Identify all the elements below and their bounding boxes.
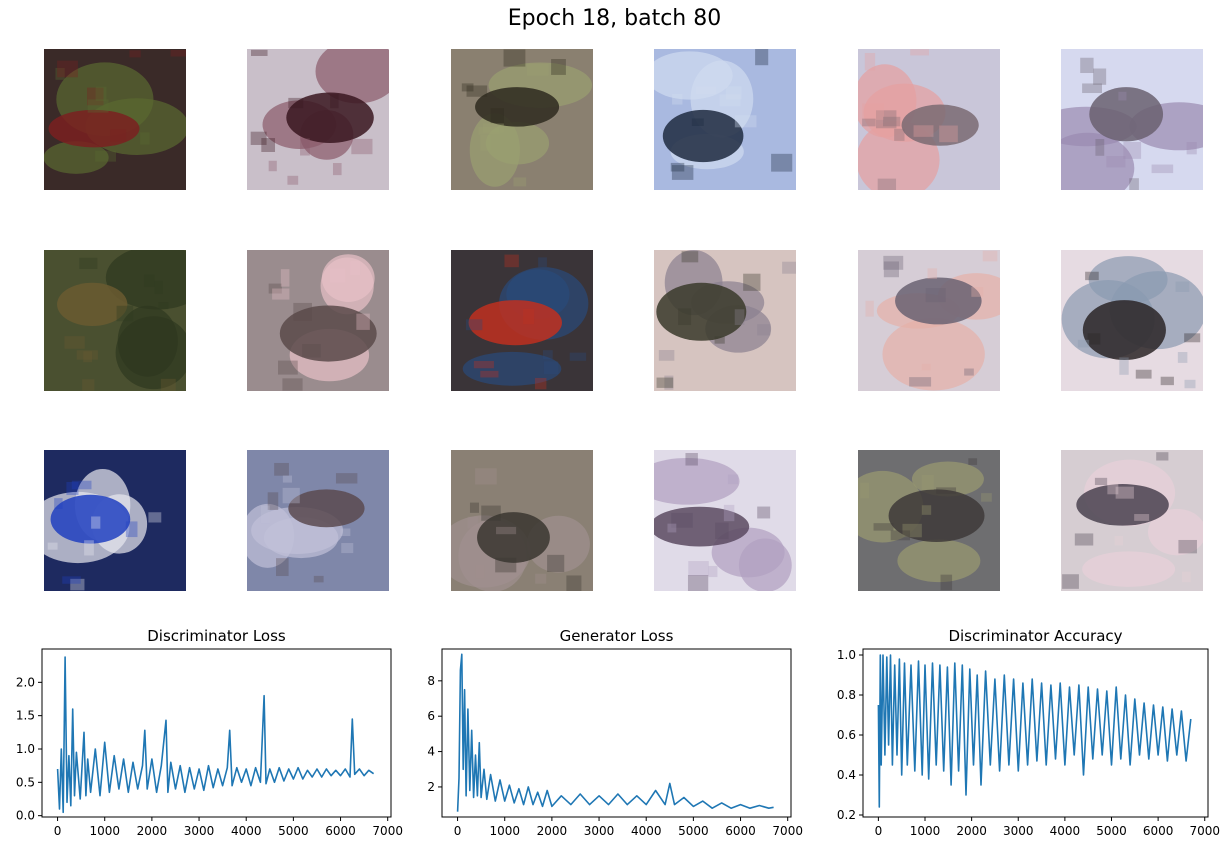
y-tick-label: 2.0 [16, 675, 35, 689]
x-tick-label: 4000 [231, 824, 262, 838]
generated-sample-image [44, 49, 186, 190]
generated-sample-image [1061, 49, 1203, 190]
x-tick-label: 6000 [325, 824, 356, 838]
generated-sample-image [44, 250, 186, 391]
x-tick-label: 4000 [631, 824, 662, 838]
x-tick-label: 5000 [278, 824, 309, 838]
y-tick-label: 8 [427, 674, 435, 688]
y-tick-label: 0.2 [837, 808, 856, 822]
series-line [877, 654, 1192, 808]
x-tick-label: 2000 [137, 824, 168, 838]
x-tick-label: 2000 [537, 824, 568, 838]
figure-title: Epoch 18, batch 80 [507, 6, 722, 31]
y-tick-label: 0.4 [837, 768, 856, 782]
x-tick-label: 3000 [184, 824, 215, 838]
x-tick-label: 1000 [489, 824, 520, 838]
series-line [456, 653, 774, 812]
chart-title: Generator Loss [560, 627, 674, 645]
x-tick-label: 0 [54, 824, 62, 838]
axes-frame [862, 648, 1209, 818]
y-tick-label: 0.8 [837, 688, 856, 702]
generated-sample-image [654, 49, 796, 190]
generated-sample-image [451, 49, 593, 190]
x-tick-label: 0 [875, 824, 883, 838]
generated-sample-image [654, 450, 796, 591]
generated-sample-image [451, 250, 593, 391]
generated-sample-image [858, 49, 1000, 190]
x-tick-label: 4000 [1050, 824, 1081, 838]
y-tick-label: 0.0 [16, 809, 35, 823]
generated-sample-image [247, 250, 389, 391]
x-tick-label: 6000 [725, 824, 756, 838]
x-tick-label: 7000 [372, 824, 403, 838]
y-tick-label: 2 [427, 780, 435, 794]
generated-sample-image [44, 450, 186, 591]
y-tick-label: 0.6 [837, 728, 856, 742]
generated-sample-image [1061, 250, 1203, 391]
x-tick-label: 7000 [1189, 824, 1220, 838]
chart-title: Discriminator Loss [147, 627, 286, 645]
x-tick-label: 5000 [678, 824, 709, 838]
series-line [56, 656, 375, 814]
x-tick-label: 1000 [910, 824, 941, 838]
y-tick-label: 0.5 [16, 775, 35, 789]
generated-sample-image [451, 450, 593, 591]
y-tick-label: 4 [427, 745, 435, 759]
x-tick-label: 7000 [772, 824, 803, 838]
generated-sample-image [247, 450, 389, 591]
y-tick-label: 1.0 [16, 742, 35, 756]
generated-sample-image [858, 250, 1000, 391]
x-tick-label: 3000 [1003, 824, 1034, 838]
x-tick-label: 1000 [89, 824, 120, 838]
y-tick-label: 1.5 [16, 709, 35, 723]
x-tick-label: 0 [454, 824, 462, 838]
line-chart: Discriminator Accuracy 0 1000 2000 3000 4000 5… [816, 622, 1220, 853]
y-tick-label: 6 [427, 709, 435, 723]
line-chart: Generator Loss 0 1000 2000 3000 4000 5000 6000 7… [405, 622, 803, 853]
axes-frame [441, 648, 792, 818]
generated-sample-image [654, 250, 796, 391]
generated-sample-image [1061, 450, 1203, 591]
generated-sample-image [858, 450, 1000, 591]
chart-title: Discriminator Accuracy [948, 627, 1122, 645]
x-tick-label: 2000 [956, 824, 987, 838]
x-tick-label: 3000 [584, 824, 615, 838]
x-tick-label: 5000 [1096, 824, 1127, 838]
x-tick-label: 6000 [1143, 824, 1174, 838]
y-tick-label: 1.0 [837, 648, 856, 662]
generated-sample-image [247, 49, 389, 190]
axes-frame [41, 648, 392, 818]
line-chart: Discriminator Loss 0 1000 2000 3000 4000 5000 6… [0, 622, 403, 853]
